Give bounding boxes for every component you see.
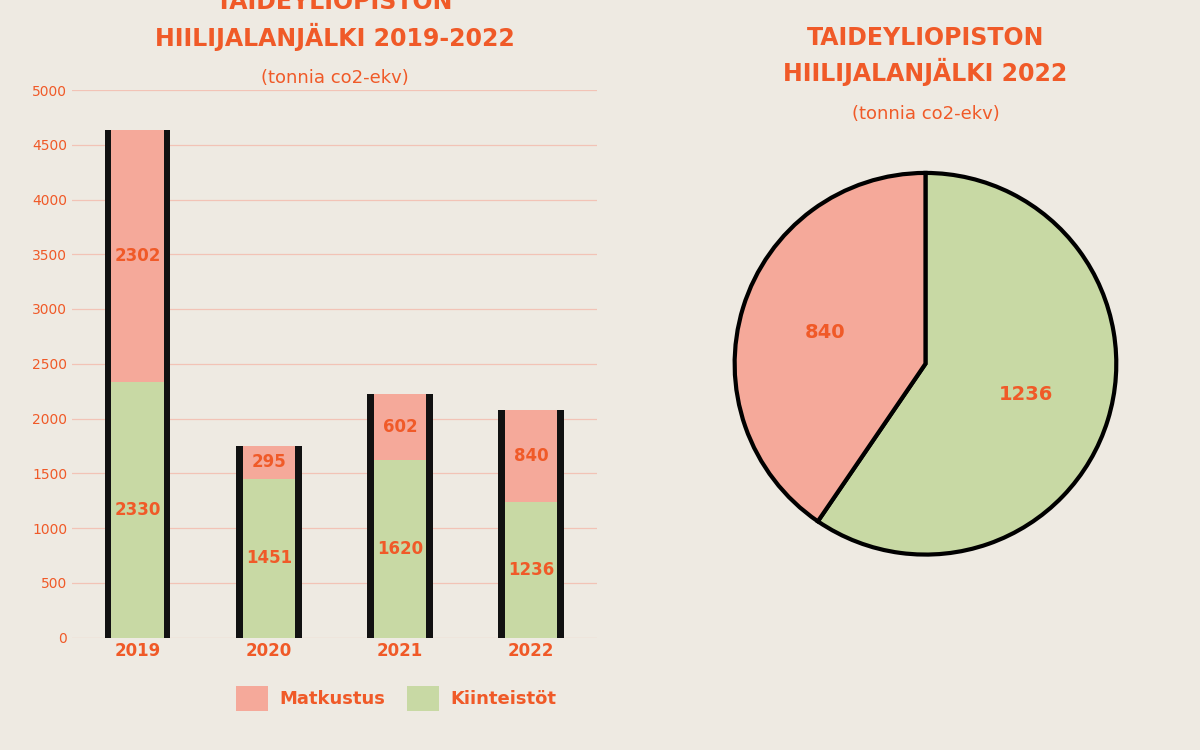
- Bar: [367, 394, 373, 638]
- Text: 1236: 1236: [998, 386, 1052, 404]
- Text: 602: 602: [383, 419, 418, 436]
- Bar: [164, 130, 170, 638]
- Text: 295: 295: [252, 454, 286, 472]
- Bar: [236, 446, 242, 638]
- Bar: [104, 382, 170, 638]
- Bar: [498, 410, 564, 503]
- Bar: [236, 478, 301, 638]
- Text: 1236: 1236: [508, 561, 554, 579]
- Bar: [498, 503, 564, 638]
- Bar: [104, 130, 170, 382]
- Wedge shape: [818, 173, 1116, 554]
- Text: 2302: 2302: [114, 248, 161, 266]
- Bar: [367, 394, 433, 460]
- Wedge shape: [734, 173, 925, 521]
- Bar: [104, 130, 112, 638]
- Text: (tonnia co2-ekv): (tonnia co2-ekv): [260, 69, 408, 87]
- Bar: [295, 446, 301, 638]
- Bar: [367, 460, 433, 638]
- Text: 1620: 1620: [377, 540, 424, 558]
- Title: TAIDEYLIOPISTON
HIILIJALANJÄLKI 2019-2022: TAIDEYLIOPISTON HIILIJALANJÄLKI 2019-202…: [155, 0, 515, 50]
- Bar: [426, 394, 433, 638]
- Text: (tonnia co2-ekv): (tonnia co2-ekv): [852, 105, 1000, 123]
- Text: 840: 840: [514, 447, 548, 465]
- Bar: [236, 446, 301, 478]
- Text: 2330: 2330: [114, 501, 161, 519]
- Legend: Matkustus, Kiinteistöt: Matkustus, Kiinteistöt: [229, 679, 563, 718]
- Bar: [558, 410, 564, 638]
- Bar: [498, 410, 505, 638]
- Text: 1451: 1451: [246, 549, 292, 567]
- Title: TAIDEYLIOPISTON
HIILIJALANJÄLKI 2022: TAIDEYLIOPISTON HIILIJALANJÄLKI 2022: [784, 26, 1068, 86]
- Text: 840: 840: [805, 323, 846, 342]
